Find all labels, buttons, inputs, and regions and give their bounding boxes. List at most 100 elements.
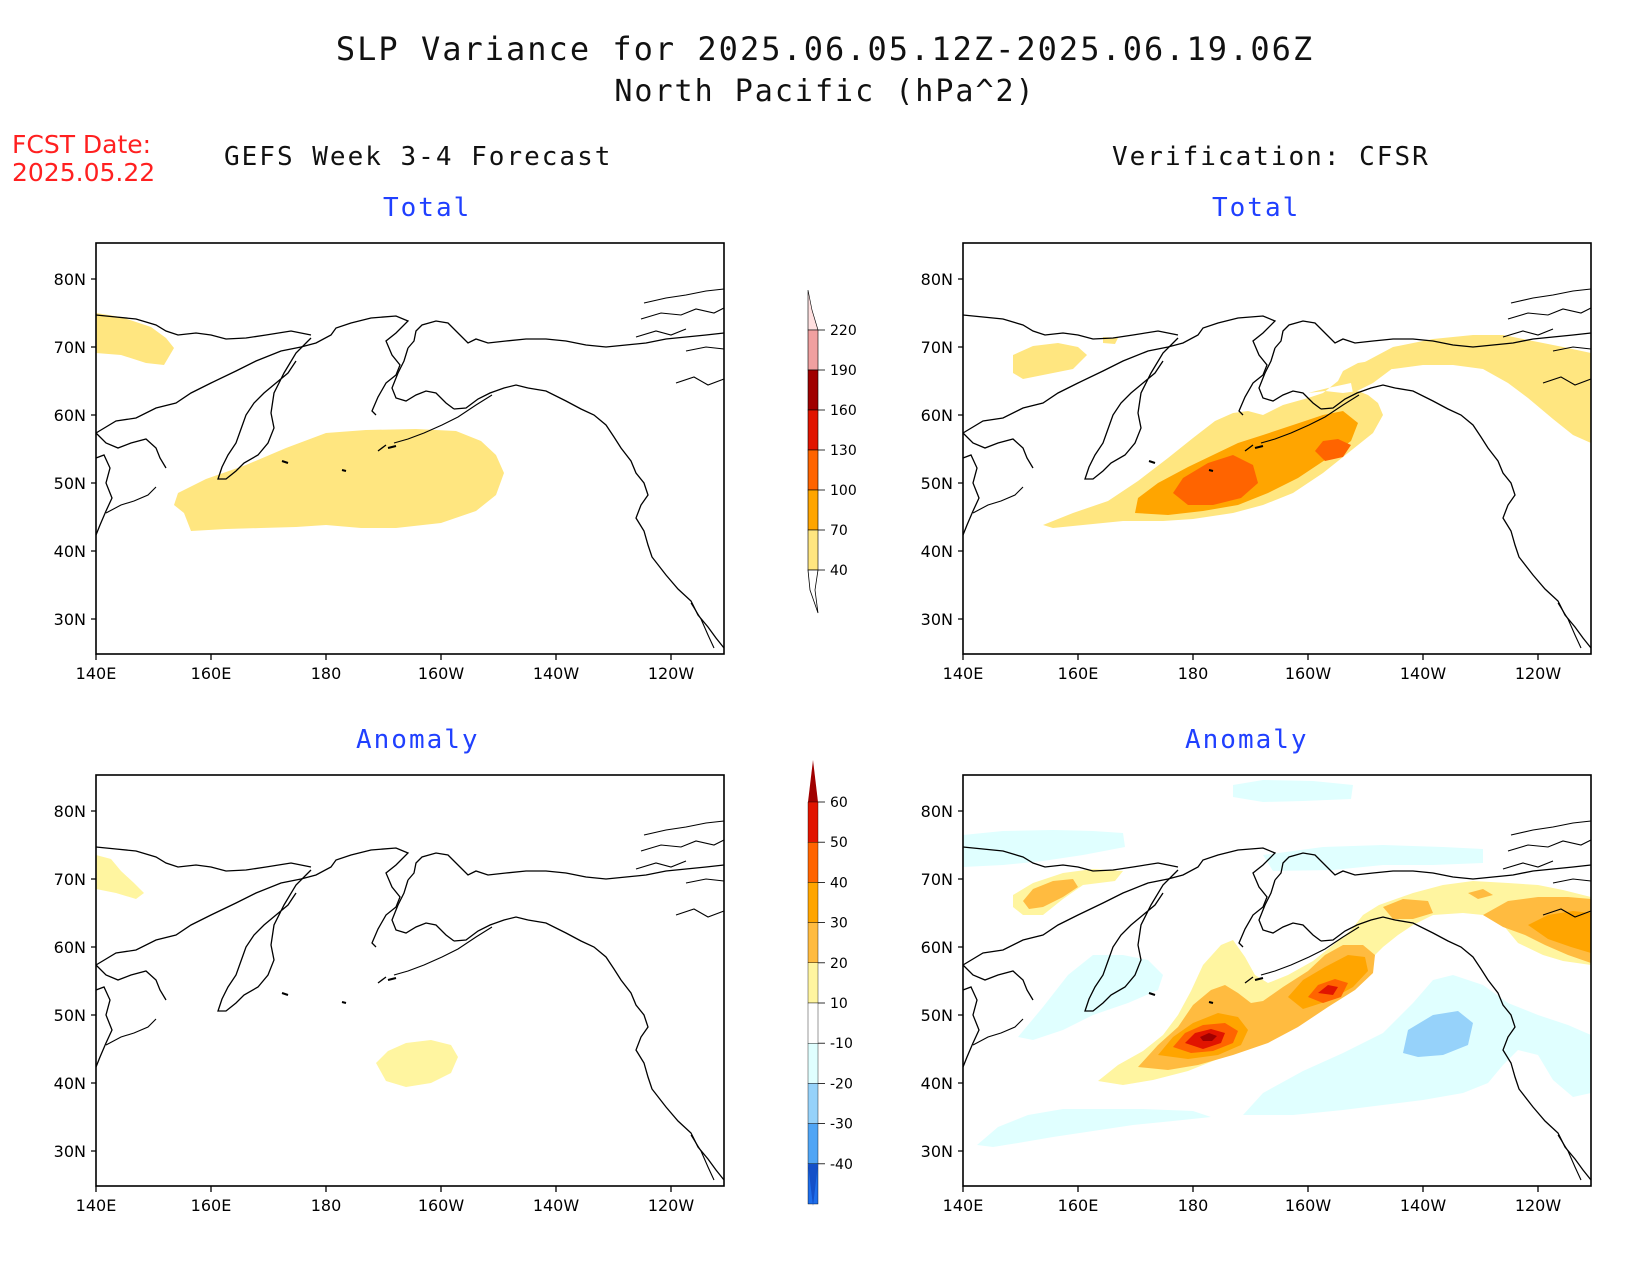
colorbar-anomaly-label: -40	[830, 1157, 853, 1173]
colorbar-total-top-triangle	[807, 289, 819, 331]
colorbar-total-bin	[807, 449, 819, 491]
contour-100-130	[1173, 455, 1258, 505]
lon-tick-label-br: 160W	[1285, 1196, 1332, 1215]
lat-tick-label-br: 70N	[921, 870, 953, 889]
colorbar-total-label: 100	[830, 483, 857, 499]
lat-tick-label-br: 40N	[921, 1074, 953, 1093]
colorbar-total-label: 130	[830, 443, 857, 459]
contour-neg10-neg20	[1018, 955, 1163, 1040]
contour-100-130	[1315, 439, 1351, 461]
panel-title-verification-total: Total	[1212, 193, 1301, 223]
colorbar-anomaly-bin	[807, 1083, 819, 1124]
lon-tick-label-br: 160E	[1058, 1196, 1099, 1215]
map-verification-anomaly	[957, 774, 1592, 1193]
colorbar-anomaly-label: 50	[830, 835, 848, 851]
lat-tick-label-bl: 70N	[54, 870, 86, 889]
contour-40-70	[174, 429, 504, 531]
contour-30-40	[1528, 911, 1591, 953]
colorbar-anomaly-bin	[807, 882, 819, 923]
panel-title-forecast-total: Total	[383, 193, 472, 223]
lat-tick-label-br: 80N	[921, 802, 953, 821]
colorbar-anomaly: 60 50 40 30 20 10 -10 -20 -30 -40	[807, 760, 853, 1206]
colorbar-total-label: 40	[830, 563, 848, 579]
lon-tick-label-tl: 160E	[191, 664, 232, 683]
lat-tick-label-br: 60N	[921, 938, 953, 957]
lat-tick-label-tl: 60N	[54, 406, 86, 425]
colorbar-anomaly-label: 10	[830, 996, 848, 1012]
map-forecast-anomaly	[90, 774, 725, 1193]
contour-neg10-neg20	[963, 830, 1125, 867]
contour-20-30	[1023, 879, 1078, 909]
lat-tick-label-tl: 70N	[54, 338, 86, 357]
lat-tick-label-tl: 30N	[54, 610, 86, 629]
contour-neg10-neg20	[1233, 780, 1353, 802]
contour-20-30	[1383, 899, 1433, 919]
lon-tick-label-bl: 140E	[76, 1196, 117, 1215]
colorbar-total-label: 160	[830, 403, 857, 419]
lat-tick-label-br: 30N	[921, 1142, 953, 1161]
lon-tick-label-tl: 140W	[533, 664, 580, 683]
lon-tick-label-tr: 160E	[1058, 664, 1099, 683]
lon-tick-label-tr: 160W	[1285, 664, 1332, 683]
lat-tick-label-tr: 80N	[921, 270, 953, 289]
contour-10-20	[376, 1040, 458, 1087]
colorbar-total-label: 190	[830, 363, 857, 379]
panel-title-verification-anomaly: Anomaly	[1185, 725, 1309, 755]
colorbar-anomaly-bin	[807, 842, 819, 883]
lat-tick-label-tr: 50N	[921, 474, 953, 493]
lon-tick-label-tr: 140W	[1400, 664, 1447, 683]
lon-tick-label-bl: 140W	[533, 1196, 580, 1215]
column-title-forecast: GEFS Week 3-4 Forecast	[224, 142, 613, 172]
lat-tick-label-bl: 50N	[54, 1006, 86, 1025]
map-verification-total	[957, 242, 1592, 661]
lat-tick-label-bl: 40N	[54, 1074, 86, 1093]
lon-tick-label-tl: 120W	[648, 664, 695, 683]
colorbar-total-bin	[807, 329, 819, 371]
lon-tick-label-bl: 180	[311, 1196, 342, 1215]
axis-labels: 140E 160E 180 160W 140W 120W 30N 40N 50N 60N 70N 80…	[54, 270, 1562, 1215]
contour-50-60	[1318, 985, 1338, 995]
colorbar-anomaly-label: 40	[830, 875, 848, 891]
lat-tick-label-br: 50N	[921, 1006, 953, 1025]
contour-10-20	[96, 855, 144, 899]
contour-20-30	[1468, 889, 1493, 899]
colorbar-anomaly-bin	[807, 962, 819, 1004]
colorbar-anomaly-bin	[807, 1002, 819, 1044]
lat-tick-label-bl: 80N	[54, 802, 86, 821]
lat-tick-label-tr: 30N	[921, 610, 953, 629]
colorbar-total-label: 70	[830, 523, 848, 539]
fcst-date-label: FCST Date:	[12, 130, 152, 159]
column-title-verification: Verification: CFSR	[1112, 142, 1430, 172]
colorbar-anomaly-label: -20	[830, 1076, 853, 1092]
lon-tick-label-tr: 140E	[943, 664, 984, 683]
colorbar-total-bin	[807, 409, 819, 451]
colorbar-total-bin	[807, 489, 819, 531]
lon-tick-label-bl: 160W	[418, 1196, 465, 1215]
contour-40-70	[1013, 343, 1087, 379]
figure-title: SLP Variance for 2025.06.05.12Z-2025.06.…	[335, 30, 1315, 68]
contour-neg10-neg20	[1263, 845, 1483, 871]
contour-40-70	[1043, 357, 1403, 528]
fcst-date-value: 2025.05.22	[12, 158, 156, 187]
lat-tick-label-bl: 30N	[54, 1142, 86, 1161]
lon-tick-label-br: 140W	[1400, 1196, 1447, 1215]
contour-neg20-neg30	[1403, 1011, 1473, 1057]
colorbar-anomaly-top-triangle	[808, 760, 818, 802]
colorbar-total-label: 220	[830, 323, 857, 339]
colorbar-anomaly-bin	[807, 801, 819, 843]
lat-tick-label-tr: 40N	[921, 542, 953, 561]
figure-subtitle: North Pacific (hPa^2)	[614, 74, 1036, 109]
contour-40-70	[1363, 335, 1591, 443]
lon-tick-label-tr: 180	[1178, 664, 1209, 683]
contour-gt60	[1200, 1033, 1217, 1041]
lon-tick-label-tl: 140E	[76, 664, 117, 683]
lat-tick-label-tl: 50N	[54, 474, 86, 493]
colorbar-anomaly-label: -10	[830, 1036, 853, 1052]
colorbar-anomaly-label: 20	[830, 956, 848, 972]
colorbar-anomaly-bin	[807, 1123, 819, 1164]
contour-40-70	[96, 313, 174, 365]
map-forecast-total	[90, 242, 725, 661]
lon-tick-label-tr: 120W	[1515, 664, 1562, 683]
colorbar-anomaly-bin	[807, 1042, 819, 1084]
